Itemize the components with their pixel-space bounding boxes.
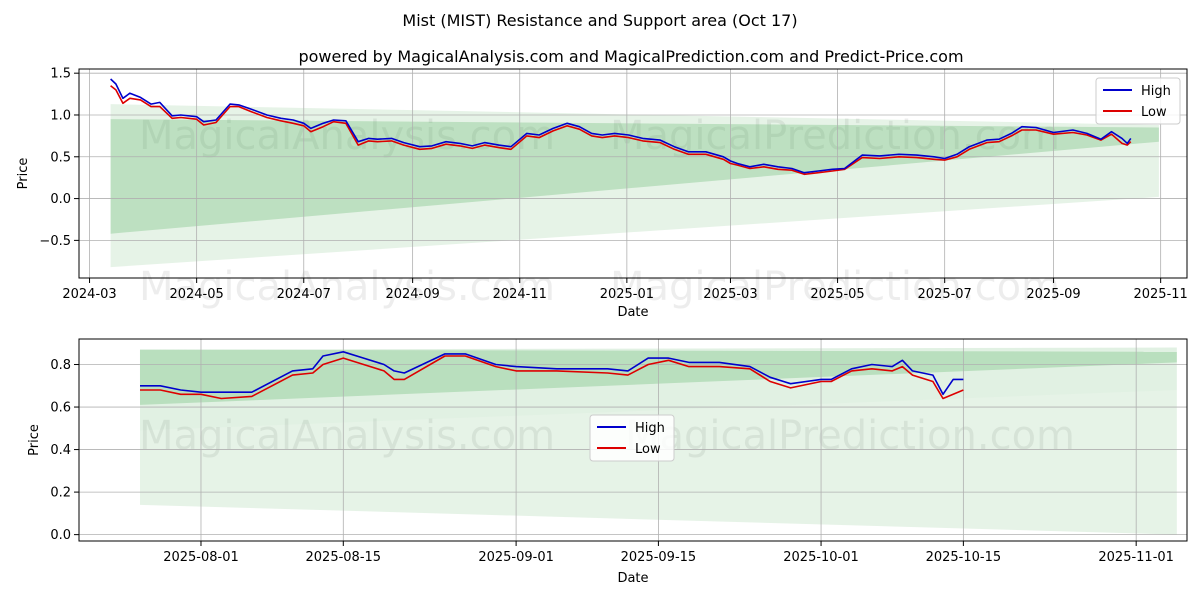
legend-label-low: Low bbox=[1141, 105, 1167, 120]
x-tick-label: 2025-01 bbox=[600, 287, 654, 302]
support-resistance-band bbox=[110, 119, 1159, 234]
watermark-text: MagicalPrediction.com bbox=[610, 264, 1060, 310]
y-tick-label: 0.5 bbox=[50, 150, 71, 165]
legend-label-low: Low bbox=[635, 442, 661, 457]
x-tick-label: 2025-09 bbox=[1026, 287, 1080, 302]
y-tick-label: 1.5 bbox=[50, 67, 71, 82]
legend: High Low bbox=[589, 414, 675, 462]
series-line-low bbox=[110, 85, 1132, 176]
x-tick-label: 2025-08-01 bbox=[163, 550, 239, 565]
x-tick-label: 2025-08-15 bbox=[306, 550, 382, 565]
x-tick-label: 2024-05 bbox=[169, 287, 223, 302]
x-tick-label: 2025-09-15 bbox=[621, 550, 697, 565]
y-tick-label: 0.0 bbox=[50, 192, 71, 207]
watermark-text: MagicalPrediction.com bbox=[625, 413, 1075, 459]
chart-title: Mist (MIST) Resistance and Support area … bbox=[402, 11, 797, 30]
y-tick-label: −0.5 bbox=[39, 234, 71, 249]
y-tick-label: 0.8 bbox=[50, 358, 71, 373]
y-tick-label: 0.0 bbox=[50, 528, 71, 543]
x-tick-label: 2024-07 bbox=[277, 287, 331, 302]
bottom-chart-panel: MagicalAnalysis.com MagicalPrediction.com… bbox=[27, 338, 1188, 586]
y-axis-label: Price bbox=[16, 158, 31, 190]
x-axis-label: Date bbox=[617, 571, 648, 586]
y-tick-label: 1.0 bbox=[50, 108, 71, 123]
chart-subtitle: powered by MagicalAnalysis.com and Magic… bbox=[298, 47, 963, 66]
x-tick-label: 2025-09-01 bbox=[478, 550, 554, 565]
legend-label-high: High bbox=[635, 421, 665, 436]
x-axis-label: Date bbox=[617, 305, 648, 320]
x-tick-label: 2024-09 bbox=[385, 287, 439, 302]
legend: High Low bbox=[1095, 77, 1181, 125]
watermark-text: MagicalAnalysis.com bbox=[139, 413, 555, 459]
watermark-text: MagicalAnalysis.com bbox=[139, 264, 555, 310]
x-tick-label: 2024-11 bbox=[493, 287, 547, 302]
x-tick-label: 2025-10-15 bbox=[926, 550, 1002, 565]
series-line-high bbox=[110, 78, 1132, 174]
x-tick-label: 2025-03 bbox=[703, 287, 757, 302]
x-tick-label: 2024-03 bbox=[62, 287, 116, 302]
legend-label-high: High bbox=[1141, 84, 1171, 99]
y-tick-label: 0.4 bbox=[50, 443, 71, 458]
x-tick-label: 2025-10-01 bbox=[783, 550, 859, 565]
y-axis-label: Price bbox=[27, 424, 42, 456]
top-chart-panel: MagicalAnalysis.com MagicalPrediction.com… bbox=[16, 67, 1188, 320]
plot-frame bbox=[78, 68, 1188, 279]
support-resistance-band bbox=[110, 104, 1159, 268]
plot-frame bbox=[78, 338, 1188, 542]
series-line-high bbox=[140, 350, 964, 396]
x-tick-label: 2025-11-01 bbox=[1098, 550, 1174, 565]
x-tick-label: 2025-11 bbox=[1133, 287, 1187, 302]
series-line-low bbox=[140, 355, 964, 400]
y-tick-label: 0.2 bbox=[50, 486, 71, 501]
x-tick-label: 2025-07 bbox=[918, 287, 972, 302]
y-tick-label: 0.6 bbox=[50, 401, 71, 416]
x-tick-label: 2025-05 bbox=[810, 287, 864, 302]
